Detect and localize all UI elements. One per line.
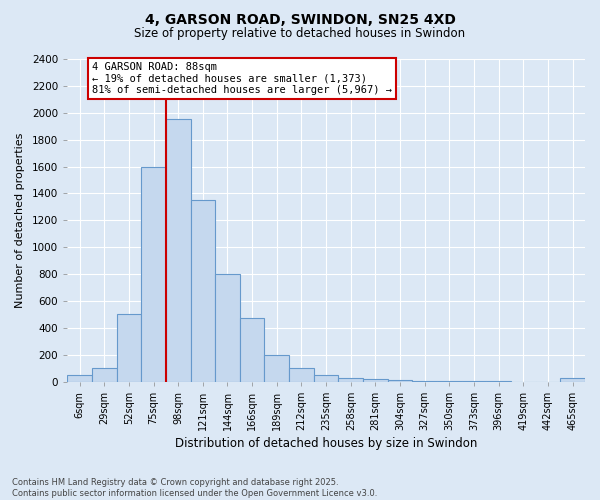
X-axis label: Distribution of detached houses by size in Swindon: Distribution of detached houses by size … (175, 437, 477, 450)
Bar (412, 380, 437, 382)
Y-axis label: Number of detached properties: Number of detached properties (15, 132, 25, 308)
Text: Contains HM Land Registry data © Crown copyright and database right 2025.
Contai: Contains HM Land Registry data © Crown c… (12, 478, 377, 498)
Bar (141, 166, 166, 382)
Bar (560, 378, 585, 382)
Bar (338, 378, 363, 382)
Bar (215, 274, 240, 382)
Bar (191, 200, 215, 382)
Text: 4 GARSON ROAD: 88sqm
← 19% of detached houses are smaller (1,373)
81% of semi-de: 4 GARSON ROAD: 88sqm ← 19% of detached h… (92, 62, 392, 95)
Bar (166, 120, 191, 382)
Bar (67, 375, 92, 382)
Bar (116, 314, 141, 382)
Bar (314, 375, 338, 382)
Bar (92, 368, 116, 382)
Text: Size of property relative to detached houses in Swindon: Size of property relative to detached ho… (134, 28, 466, 40)
Bar (388, 380, 412, 382)
Bar (437, 381, 462, 382)
Bar (265, 355, 289, 382)
Bar (240, 318, 265, 382)
Bar (363, 379, 388, 382)
Text: 4, GARSON ROAD, SWINDON, SN25 4XD: 4, GARSON ROAD, SWINDON, SN25 4XD (145, 12, 455, 26)
Bar (289, 368, 314, 382)
